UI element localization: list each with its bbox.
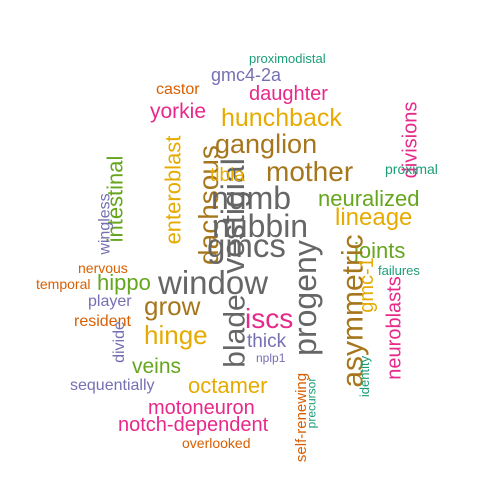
word-tibia: tibia <box>210 165 245 186</box>
word-nervous: nervous <box>78 260 128 276</box>
word-identity: identity <box>357 355 373 398</box>
word-neuralized: neuralized <box>318 186 420 211</box>
word-notch-dependent: notch-dependent <box>118 414 269 436</box>
word-gmc-1: gmc-1 <box>355 257 378 313</box>
word-ganglion: ganglion <box>215 129 318 159</box>
word-resident: resident <box>74 313 131 330</box>
word-progeny: progeny <box>286 240 323 356</box>
word-mother: mother <box>266 156 354 187</box>
word-grow: grow <box>144 291 201 321</box>
word-yorkie: yorkie <box>150 100 207 123</box>
word-neuroblasts: neuroblasts <box>383 276 406 380</box>
word-window: window <box>158 264 269 301</box>
word-wingless: wingless <box>96 193 114 255</box>
word-failures: failures <box>378 263 420 278</box>
word-gmc4-2a: gmc4-2a <box>211 65 282 85</box>
word-motoneuron: motoneuron <box>148 397 255 419</box>
word-proximal: proximal <box>385 161 438 177</box>
word-gmcs: gmcs <box>207 227 286 264</box>
word-enteroblast: enteroblast <box>160 135 186 245</box>
word-overlooked: overlooked <box>182 435 251 451</box>
word-precursor: precursor <box>304 377 319 429</box>
word-nubbin: nubbin <box>212 208 309 244</box>
word-iscs: iscs <box>245 303 294 334</box>
word-proximodistal: proximodistal <box>249 51 326 66</box>
word-daughter: daughter <box>249 83 328 105</box>
word-hippo: hippo <box>97 270 151 295</box>
word-temporal: temporal <box>36 276 91 292</box>
word-numb: numb <box>211 180 292 216</box>
word-divide: divide <box>110 321 128 363</box>
word-castor: castor <box>156 81 200 98</box>
word-hinge: hinge <box>144 320 208 350</box>
word-octamer: octamer <box>188 373 268 398</box>
word-player: player <box>88 293 132 310</box>
word-joints: joints <box>354 238 406 263</box>
word-hunchback: hunchback <box>221 104 342 132</box>
word-nplp1: nplp1 <box>256 351 286 365</box>
word-sequentially: sequentially <box>70 377 155 394</box>
word-thick: thick <box>247 331 287 352</box>
word-veins: veins <box>132 355 182 378</box>
word-lineage: lineage <box>335 204 413 231</box>
